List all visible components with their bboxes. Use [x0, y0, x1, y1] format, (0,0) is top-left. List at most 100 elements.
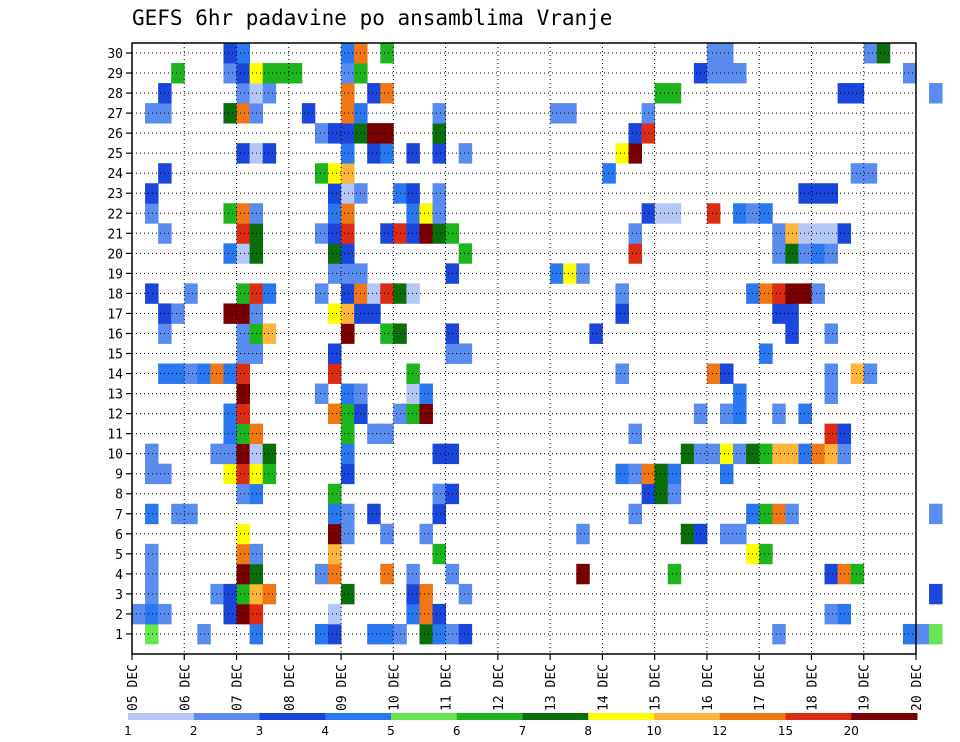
heatmap-cell	[380, 143, 394, 164]
heatmap-cell	[341, 243, 355, 264]
y-tick-label: 3	[115, 588, 123, 603]
heatmap-cell	[419, 523, 433, 545]
colorbar-swatch	[391, 713, 458, 720]
colorbar-tick-label: 20	[844, 724, 859, 738]
heatmap-cell	[341, 463, 355, 485]
y-tick-label: 14	[107, 368, 123, 383]
y-tick-label: 11	[107, 428, 123, 443]
heatmap-cell	[628, 223, 642, 244]
heatmap-cell	[759, 283, 773, 304]
y-tick-label: 8	[115, 488, 123, 503]
heatmap-cell	[798, 223, 812, 244]
y-tick-label: 15	[107, 348, 123, 363]
heatmap-cell	[654, 83, 669, 104]
heatmap-cell	[850, 163, 865, 184]
colorbar-swatch	[522, 713, 589, 720]
heatmap-cell	[824, 563, 838, 585]
y-tick-label: 2	[115, 608, 123, 623]
heatmap-cell	[341, 303, 355, 324]
heatmap-cell	[341, 403, 355, 425]
heatmap-cell	[341, 143, 355, 164]
heatmap-cell	[380, 83, 394, 104]
x-tick-label: 06 DEC	[178, 664, 193, 711]
heatmap-cell	[615, 143, 629, 164]
heatmap-cell	[223, 363, 237, 384]
heatmap-cell	[406, 183, 420, 204]
heatmap-cell	[406, 283, 420, 304]
colorbar-tick-label: 4	[321, 724, 329, 738]
heatmap-cell	[706, 203, 721, 224]
heatmap-cell	[328, 403, 342, 425]
heatmap-cell	[145, 563, 159, 585]
heatmap-cell	[223, 463, 237, 485]
plot-frame	[131, 42, 917, 655]
heatmap-cell	[132, 603, 146, 625]
y-tick-label: 21	[107, 227, 123, 242]
x-tick-label: 17 DEC	[753, 664, 768, 711]
heatmap-cell	[341, 503, 355, 525]
heatmap-cell	[432, 483, 446, 505]
heatmap-cell	[236, 143, 250, 164]
y-tick-label: 23	[107, 187, 123, 202]
heatmap-cell	[341, 103, 355, 124]
heatmap-cell	[328, 183, 342, 204]
heatmap-cell	[328, 363, 342, 384]
heatmap-cell	[236, 343, 250, 364]
heatmap-cell	[667, 203, 682, 224]
heatmap-cell	[380, 523, 394, 545]
heatmap-cell	[432, 123, 446, 144]
heatmap-cell	[367, 283, 381, 304]
heatmap-cell	[798, 403, 812, 425]
heatmap-cell	[628, 123, 642, 144]
heatmap-cell	[432, 103, 446, 124]
heatmap-cell	[563, 103, 577, 124]
heatmap-cell	[236, 543, 250, 565]
heatmap-cell	[733, 403, 747, 425]
heatmap-cell	[314, 283, 329, 304]
heatmap-cell	[458, 143, 473, 164]
heatmap-cell	[824, 183, 838, 204]
heatmap-cell	[863, 363, 878, 384]
y-tick-label: 26	[107, 127, 123, 142]
y-tick-label: 25	[107, 147, 123, 162]
heatmap-cell	[341, 183, 355, 204]
heatmap-cell	[824, 423, 838, 445]
y-tick-label: 30	[107, 47, 123, 62]
x-tick-label: 05 DEC	[126, 664, 141, 711]
heatmap-cell	[236, 603, 250, 625]
y-tick-label: 10	[107, 448, 123, 463]
heatmap-cell	[236, 383, 250, 404]
y-tick-label: 16	[107, 327, 123, 342]
heatmap-cell	[720, 403, 734, 425]
colorbar-swatch	[259, 713, 326, 720]
x-tick-label: 18 DEC	[805, 664, 820, 711]
colorbar-swatch	[851, 713, 918, 720]
y-axis: 1234567891011121314151617181920212223242…	[107, 47, 132, 643]
heatmap-cell	[223, 203, 237, 224]
heatmap-cell	[419, 603, 433, 625]
colorbar-tick-label: 1	[124, 724, 132, 738]
heatmap-cell	[902, 63, 917, 84]
heatmap-cell	[772, 243, 786, 264]
heatmap-cell	[772, 503, 786, 525]
heatmap-cell	[432, 543, 446, 565]
heatmap-cell	[654, 203, 669, 224]
heatmap-cell	[733, 443, 747, 465]
x-axis: 05 DEC 06 DEC 07 DEC 08 DEC 09 DEC 10 DEC 11 D…	[126, 654, 925, 711]
heatmap-cell	[328, 603, 342, 625]
heatmap-cell	[380, 223, 394, 244]
heatmap-cell	[628, 243, 642, 264]
heatmap-cell	[863, 43, 878, 64]
heatmap-cell	[223, 43, 237, 64]
heatmap-cell	[615, 303, 629, 324]
heatmap-cell	[628, 463, 642, 485]
heatmap-cell	[419, 203, 433, 224]
heatmap-cell	[824, 603, 838, 625]
heatmap-cell	[236, 403, 250, 425]
heatmap-cell	[824, 363, 838, 384]
x-tick-label: 07 DEC	[231, 664, 246, 711]
heatmap-cell	[863, 163, 878, 184]
heatmap-cell	[720, 523, 734, 545]
heatmap-cell	[223, 603, 237, 625]
heatmap-cell	[171, 303, 185, 324]
